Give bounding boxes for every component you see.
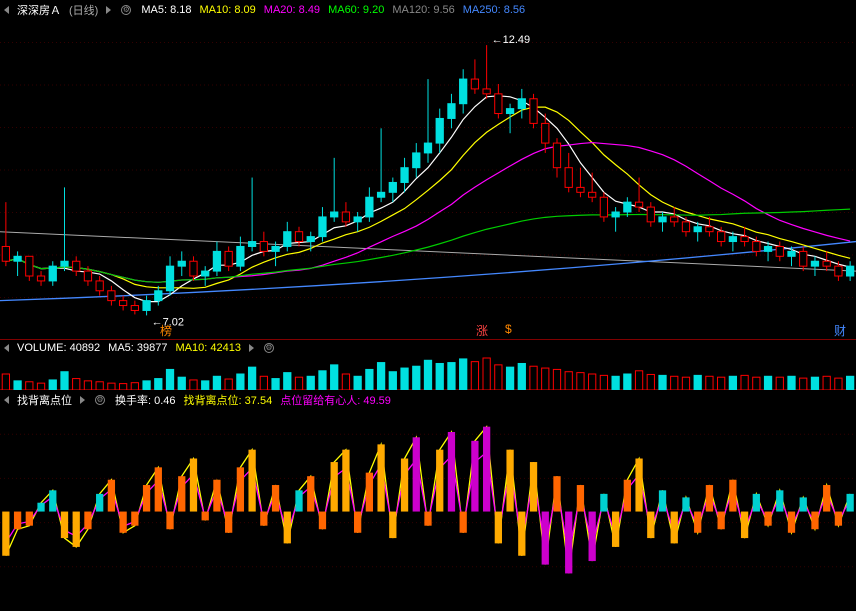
- indicator-panel[interactable]: 找背离点位 ⚙ 换手率: 0.46 找背离点位: 37.54 点位留给有心人: …: [0, 390, 856, 611]
- ind4-label: 点位留给有心人: 49.59: [280, 392, 391, 408]
- price-panel[interactable]: 深深房Ａ (日线) ⚙ MA5: 8.18 MA10: 8.09 MA20: 8…: [0, 0, 856, 340]
- ind1-label: 找背离点位: [17, 392, 72, 408]
- zhang-icon[interactable]: 涨: [476, 322, 488, 339]
- ma250-label: MA250: 8.56: [463, 4, 525, 16]
- ind-next-icon[interactable]: [80, 396, 85, 404]
- volume-ma5-label: MA5: 39877: [108, 342, 167, 354]
- volume-panel[interactable]: VOLUME: 40892 MA5: 39877 MA10: 42413 ⚙: [0, 340, 856, 390]
- stock-name: 深深房Ａ: [17, 2, 61, 18]
- settings-icon[interactable]: ⚙: [121, 5, 131, 15]
- volume-header: VOLUME: 40892 MA5: 39877 MA10: 42413 ⚙: [4, 342, 276, 354]
- ma60-label: MA60: 9.20: [328, 4, 384, 16]
- ma5-label: MA5: 8.18: [141, 4, 191, 16]
- ind3-label: 找背离点位: 37.54: [184, 392, 273, 408]
- next-icon[interactable]: [106, 6, 111, 14]
- bang-icon[interactable]: 榜: [160, 322, 172, 339]
- prev-icon[interactable]: [4, 6, 9, 14]
- price-chart[interactable]: ←12.49←7.02: [0, 0, 856, 340]
- ind-settings-icon[interactable]: ⚙: [95, 395, 105, 405]
- vol-settings-icon[interactable]: ⚙: [264, 343, 274, 353]
- ind2-label: 换手率: 0.46: [115, 392, 176, 408]
- ind-prev-icon[interactable]: [4, 396, 9, 404]
- volume-ma10-label: MA10: 42413: [176, 342, 241, 354]
- dollar-icon[interactable]: $: [505, 322, 512, 336]
- indicator-header: 找背离点位 ⚙ 换手率: 0.46 找背离点位: 37.54 点位留给有心人: …: [4, 392, 391, 408]
- indicator-chart[interactable]: [0, 390, 856, 611]
- vol-next-icon[interactable]: [249, 344, 254, 352]
- ma20-label: MA20: 8.49: [264, 4, 320, 16]
- ma120-label: MA120: 9.56: [392, 4, 454, 16]
- ma10-label: MA10: 8.09: [200, 4, 256, 16]
- svg-text:←12.49: ←12.49: [492, 34, 531, 46]
- stock-period: (日线): [69, 2, 98, 18]
- cai-icon[interactable]: 财: [834, 322, 846, 339]
- vol-prev-icon[interactable]: [4, 344, 9, 352]
- volume-label: VOLUME: 40892: [17, 342, 100, 354]
- price-header: 深深房Ａ (日线) ⚙ MA5: 8.18 MA10: 8.09 MA20: 8…: [4, 2, 525, 18]
